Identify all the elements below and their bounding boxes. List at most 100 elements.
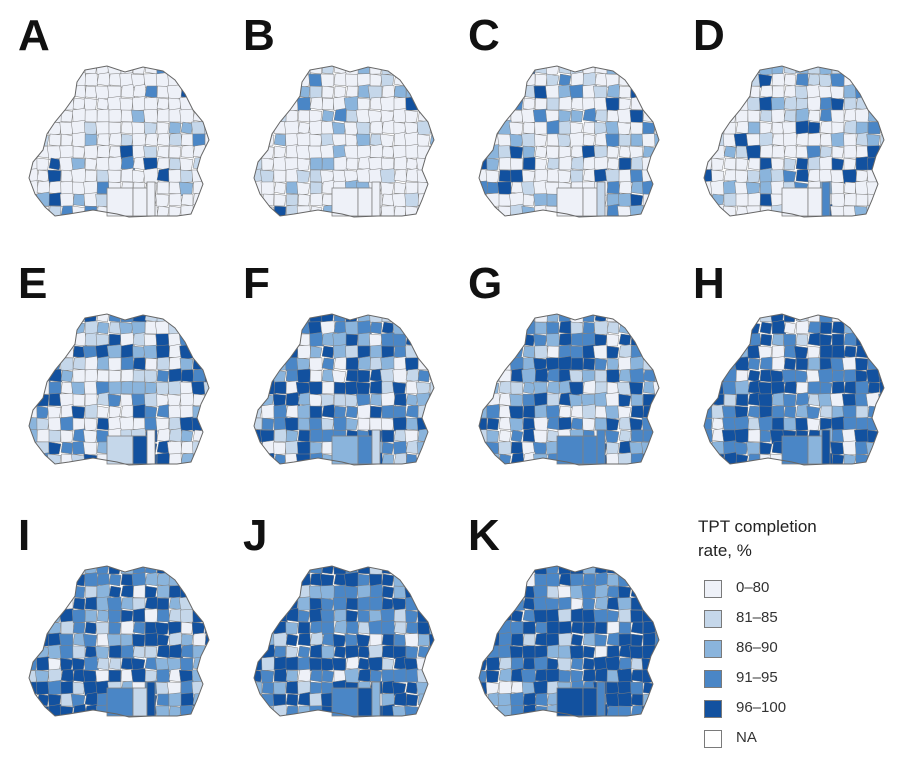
district [819,405,833,419]
district [558,109,572,123]
district [273,645,287,659]
district [345,333,359,347]
district [704,441,713,455]
district [284,417,299,432]
district [36,380,51,395]
district [106,344,123,361]
district [72,597,86,611]
district [417,133,431,147]
district [381,669,395,683]
district [283,97,299,113]
district [734,428,750,444]
district [711,145,725,159]
district [357,609,371,623]
district [558,96,573,111]
district [369,669,383,683]
district [759,356,774,371]
district [594,333,608,347]
district [120,644,135,659]
district [509,645,524,660]
district [546,145,560,159]
district [618,85,632,99]
district [144,133,158,147]
district [486,157,500,171]
district [393,97,407,111]
district [381,566,395,575]
district [746,441,761,456]
district [144,369,158,383]
district [819,344,834,359]
district [156,369,170,383]
district [582,357,596,371]
district [72,193,86,207]
district [479,393,488,408]
district [510,381,524,395]
district [357,584,372,599]
district [156,66,170,75]
district [569,84,585,100]
district [393,429,407,443]
district [867,453,881,465]
district [106,596,123,613]
district [60,441,74,455]
district [735,169,749,183]
district [783,73,797,87]
district [618,608,633,623]
district [180,369,194,383]
district [155,193,170,208]
district [333,356,348,371]
district [203,381,209,396]
district [72,645,86,659]
district [309,96,324,111]
district [606,157,620,171]
district [180,429,194,443]
district [783,96,798,111]
district [795,320,810,335]
district [855,380,870,395]
district [405,368,420,383]
district [570,597,584,611]
district [722,205,737,217]
district [795,157,809,171]
district [381,66,396,75]
district [654,644,659,659]
district [357,573,371,587]
district [179,657,194,672]
district [747,417,761,431]
district [261,205,275,217]
district [711,453,725,465]
district [191,381,206,396]
district [36,157,50,171]
district [866,133,881,148]
district [520,668,537,685]
district [380,391,397,408]
district [381,453,395,465]
district [393,181,407,195]
panel-letter: G [468,259,502,308]
district [630,621,644,635]
district [618,633,632,647]
district [617,452,633,465]
district [48,180,63,195]
district [416,669,431,684]
district [843,381,857,395]
district [747,192,762,207]
district [369,344,384,359]
district [606,573,620,587]
district [254,393,263,407]
district [582,597,596,611]
district [654,392,659,407]
district [604,429,620,445]
district [273,441,287,455]
district [594,621,608,635]
district [546,157,560,171]
district [843,205,857,217]
district [855,369,869,383]
district [108,657,122,671]
district [72,681,86,695]
district [795,417,809,431]
district [120,566,135,575]
district [867,107,883,123]
district [582,621,596,635]
district [344,66,360,76]
